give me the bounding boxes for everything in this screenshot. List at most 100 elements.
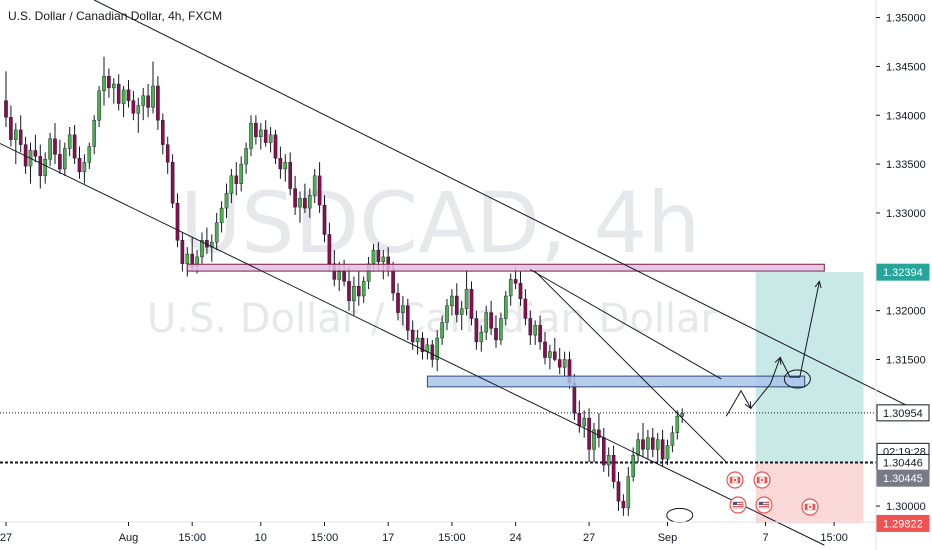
time-tick-label: 24	[509, 532, 521, 544]
candle-body	[401, 305, 405, 313]
candle	[273, 129, 278, 165]
candle	[244, 142, 248, 174]
price-tick-label: 1.33000	[886, 208, 926, 220]
candle	[312, 169, 317, 204]
candle-body	[116, 83, 121, 104]
candle	[562, 351, 567, 378]
candle-body	[455, 295, 459, 315]
candle-body	[92, 119, 96, 147]
drawings-layer[interactable]	[186, 263, 825, 388]
price-tag-box	[876, 469, 930, 487]
candle-body	[214, 222, 219, 243]
candle-body	[484, 312, 489, 333]
candle	[9, 105, 13, 147]
arrow-head	[774, 356, 782, 365]
price-tags: 1.323941.3095402:19:281.304461.304451.29…	[876, 263, 930, 532]
candle-body	[469, 288, 474, 319]
candle-body	[200, 240, 204, 258]
arrow-head	[814, 280, 822, 289]
candle	[18, 115, 23, 153]
candle-body	[435, 337, 440, 360]
candle	[107, 68, 111, 98]
economic-events[interactable]	[726, 471, 819, 516]
candle-body	[102, 75, 106, 92]
candle	[219, 201, 224, 233]
candle	[116, 74, 121, 111]
candle-body	[636, 439, 640, 456]
candle	[352, 276, 356, 316]
candle	[553, 338, 557, 362]
candle	[435, 330, 440, 372]
candle	[508, 273, 513, 306]
candle	[464, 269, 469, 316]
candle	[92, 115, 96, 155]
candle-body	[538, 325, 542, 343]
candle-body	[631, 455, 635, 477]
candle	[322, 195, 327, 243]
candle-body	[357, 286, 361, 297]
candle	[229, 169, 234, 204]
candle-body	[518, 283, 523, 300]
price-tag: 1.29822	[876, 514, 930, 532]
candle	[77, 146, 82, 179]
candle-body	[391, 269, 395, 294]
candle-body	[621, 500, 626, 509]
candle-body	[655, 439, 660, 450]
candles-layer[interactable]	[4, 56, 684, 516]
candle	[504, 291, 508, 326]
event-marker-us	[755, 496, 773, 514]
candle	[259, 123, 263, 150]
candle	[224, 183, 229, 218]
trend-line-1	[530, 269, 722, 380]
candle-body	[48, 138, 52, 160]
candle-body	[121, 89, 126, 104]
candle-body	[660, 439, 665, 460]
candle	[234, 162, 239, 196]
candle	[670, 425, 675, 453]
candle-body	[528, 318, 533, 336]
time-tick-label: 10	[255, 532, 267, 544]
candle-body	[67, 134, 72, 149]
trendlines-layer[interactable]	[0, 0, 913, 546]
flag-stripe	[733, 506, 743, 507]
candle-body	[445, 305, 449, 323]
candle	[214, 212, 219, 251]
candle-body	[337, 271, 342, 280]
candle-body	[151, 85, 155, 108]
candle-body	[646, 437, 650, 450]
candle	[180, 232, 185, 272]
candle-body	[548, 351, 552, 358]
candle	[361, 276, 366, 303]
candle	[499, 312, 503, 345]
candle-body	[175, 202, 180, 241]
candle	[278, 146, 283, 179]
time-tick-label: 7	[762, 532, 768, 544]
candle	[660, 429, 665, 467]
candle-body	[420, 337, 425, 352]
flag-canton	[733, 502, 737, 505]
time-tick-label: Sep	[658, 532, 678, 544]
candle	[97, 85, 101, 127]
candle	[200, 232, 204, 264]
candle	[67, 126, 72, 157]
candle-body	[298, 198, 302, 208]
price-tick-label: 1.30000	[886, 501, 926, 513]
candle-body	[626, 476, 631, 509]
price-axis[interactable]: 1.35000 1.34500 1.34000 1.33500 1.33000 1.320…	[876, 13, 926, 550]
candle-body	[63, 148, 67, 170]
candle	[587, 408, 591, 463]
candle-body	[312, 175, 317, 196]
event-marker-us	[729, 496, 747, 514]
candle	[170, 154, 175, 209]
price-tag-box	[876, 404, 930, 422]
candle	[43, 152, 47, 184]
time-axis[interactable]: 27 Aug 15:00 10 15:00 17 15:00 24 27 Sep 7 15:00	[0, 522, 848, 544]
price-tick-label: 1.35000	[886, 13, 926, 25]
candle-body	[82, 161, 87, 173]
candle	[450, 289, 454, 316]
candle	[631, 447, 635, 482]
candle	[543, 332, 547, 365]
candle	[415, 330, 420, 355]
